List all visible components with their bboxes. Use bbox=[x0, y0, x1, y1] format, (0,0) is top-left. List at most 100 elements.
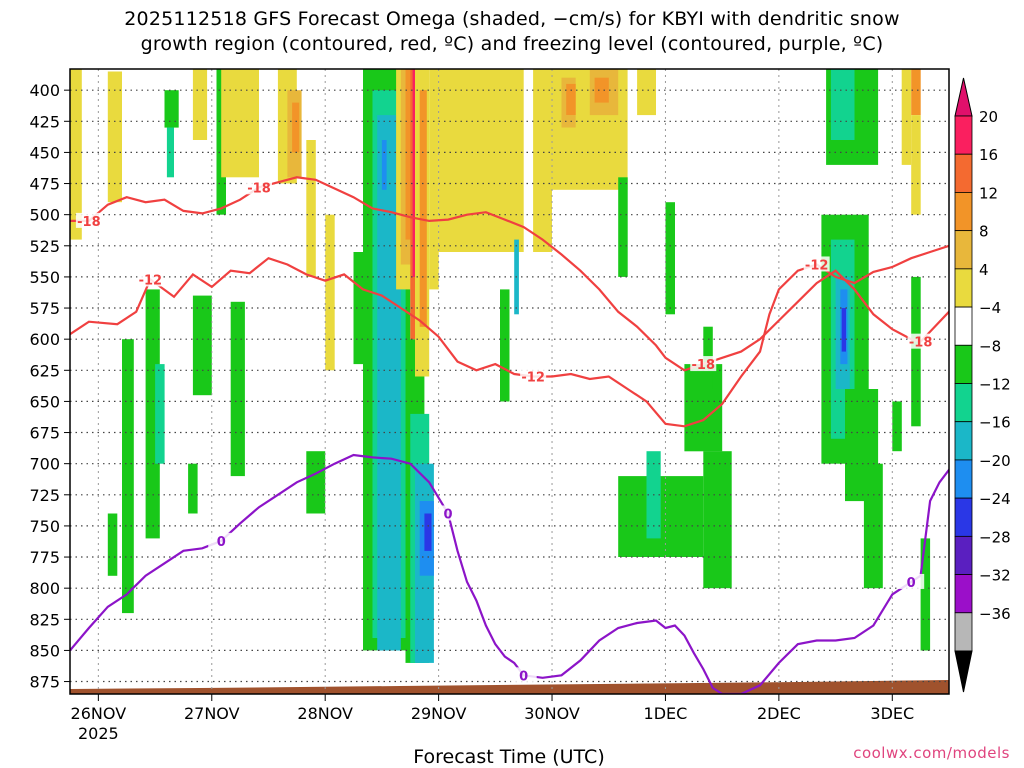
y-tick-label: 700 bbox=[29, 455, 60, 474]
omega-shade-cell bbox=[230, 301, 245, 477]
omega-shade-cell bbox=[594, 77, 609, 103]
omega-shade-cell bbox=[618, 476, 704, 557]
omega-shade-cell bbox=[467, 90, 496, 215]
omega-shade-cell bbox=[566, 83, 576, 115]
colorbar-swatch bbox=[954, 344, 973, 384]
omega-shade-cell bbox=[306, 140, 316, 277]
x-tick-label: 26NOV bbox=[71, 704, 127, 723]
omega-shade-cell bbox=[164, 90, 179, 128]
x-axis-label: Forecast Time (UTC) bbox=[413, 746, 604, 768]
contour-label: -18 bbox=[77, 215, 101, 230]
omega-shade-cell bbox=[429, 69, 439, 290]
omega-shade-cell bbox=[419, 90, 427, 327]
x-tick-label: 28NOV bbox=[297, 704, 353, 723]
colorbar-swatch bbox=[954, 268, 973, 308]
omega-shading-layer bbox=[70, 69, 931, 663]
colorbar-swatch bbox=[954, 574, 973, 614]
dendritic-minus12-contour bbox=[70, 244, 949, 428]
omega-shade-cell bbox=[377, 115, 401, 651]
freezing-level-contour bbox=[70, 453, 949, 694]
colorbar-label: −32 bbox=[979, 567, 1011, 585]
x-tick-label: 30NOV bbox=[524, 704, 580, 723]
contour-label-bg bbox=[898, 573, 925, 589]
y-tick-label: 650 bbox=[29, 392, 60, 411]
omega-shade-cell bbox=[911, 276, 921, 427]
y-tick-label: 525 bbox=[29, 237, 60, 256]
x-tick-label: 29NOV bbox=[411, 704, 467, 723]
contour-label: -18 bbox=[247, 181, 271, 196]
contour-label-bg bbox=[435, 505, 462, 521]
colorbar-top-triangle bbox=[954, 77, 973, 117]
y-tick-label: 625 bbox=[29, 361, 60, 380]
y-tick-label: 400 bbox=[29, 81, 60, 100]
y-tick-label: 675 bbox=[29, 424, 60, 443]
colorbar-label: −4 bbox=[979, 299, 1001, 317]
contour-label: -12 bbox=[805, 258, 829, 273]
omega-shade-cell bbox=[292, 102, 300, 153]
y-tick-label: 575 bbox=[29, 299, 60, 318]
plot-frame bbox=[69, 68, 950, 695]
y-tick-label: 850 bbox=[29, 641, 60, 660]
y-tick-label: 425 bbox=[29, 112, 60, 131]
y-tick-label: 825 bbox=[29, 610, 60, 629]
colorbar-label: 16 bbox=[979, 146, 998, 164]
omega-shade-cell bbox=[901, 69, 912, 165]
omega-shade-cell bbox=[70, 69, 82, 240]
y-tick-label: 500 bbox=[29, 206, 60, 225]
contour-label-bg bbox=[803, 256, 830, 272]
omega-shade-cell bbox=[892, 401, 902, 452]
contour-label: 0 bbox=[907, 576, 916, 591]
y-tick-label: 800 bbox=[29, 579, 60, 598]
contour-label: 0 bbox=[444, 507, 453, 522]
x-tick-sublabel: 2025 bbox=[78, 724, 119, 743]
omega-shade-cell bbox=[533, 69, 552, 252]
colorbar-swatch bbox=[954, 192, 973, 232]
omega-shade-cell bbox=[107, 513, 118, 576]
colorbar-label: −8 bbox=[979, 337, 1001, 355]
y-tick-label: 550 bbox=[29, 268, 60, 287]
colorbar-swatch bbox=[954, 383, 973, 423]
omega-shade-cell bbox=[911, 115, 921, 215]
contour-label-bg bbox=[1002, 188, 1024, 203]
y-tick-label: 750 bbox=[29, 517, 60, 536]
colorbar: 20 16 12 8 4 −4 −8 −12 −16 −20 −24 −28 −32 −36 bbox=[954, 77, 1011, 693]
omega-shade-cell bbox=[618, 177, 628, 277]
x-tick-label: 27NOV bbox=[184, 704, 240, 723]
omega-shade-cell bbox=[424, 513, 432, 551]
y-tick-label: 450 bbox=[29, 143, 60, 162]
contour-label-bg bbox=[907, 333, 934, 349]
colorbar-swatch bbox=[954, 153, 973, 193]
contour-label-bg bbox=[690, 356, 717, 372]
omega-shade-cell bbox=[703, 451, 732, 589]
omega-shade-cell bbox=[353, 252, 363, 365]
x-axis: 26NOV 27NOV 28NOV 29NOV 30NOV 1DEC 2DEC 3DEC 202… bbox=[71, 694, 914, 743]
omega-shade-cell bbox=[911, 69, 921, 116]
omega-shade-cell bbox=[325, 214, 335, 371]
colorbar-swatch bbox=[954, 459, 973, 499]
omega-shade-cell bbox=[405, 69, 415, 240]
omega-shade-cell bbox=[920, 538, 931, 651]
colorbar-label: −16 bbox=[979, 414, 1011, 432]
colorbar-label: 8 bbox=[979, 223, 989, 241]
x-tick-label: 2DEC bbox=[757, 704, 801, 723]
contour-label-bg bbox=[520, 368, 547, 384]
contour-label-bg bbox=[137, 271, 164, 287]
omega-shade-cell bbox=[412, 69, 418, 277]
omega-shade-cell bbox=[841, 308, 846, 352]
x-tick-label: 3DEC bbox=[870, 704, 914, 723]
contour-label-bg bbox=[208, 532, 235, 548]
contour-label-bg bbox=[510, 667, 537, 683]
omega-shade-cell bbox=[145, 289, 160, 539]
site-credit[interactable]: coolwx.com/models bbox=[853, 744, 1010, 762]
omega-shade-cell bbox=[192, 69, 208, 140]
omega-shade-cell bbox=[637, 69, 656, 116]
colorbar-label: −20 bbox=[979, 452, 1011, 470]
contour-label-bg bbox=[75, 212, 102, 228]
colorbar-label: 20 bbox=[979, 108, 998, 126]
terrain-band bbox=[70, 680, 949, 694]
omega-shade-cell bbox=[500, 289, 510, 402]
contour-label: 0 bbox=[217, 535, 226, 550]
colorbar-label: −12 bbox=[979, 376, 1011, 394]
omega-shade-cell bbox=[107, 71, 122, 203]
